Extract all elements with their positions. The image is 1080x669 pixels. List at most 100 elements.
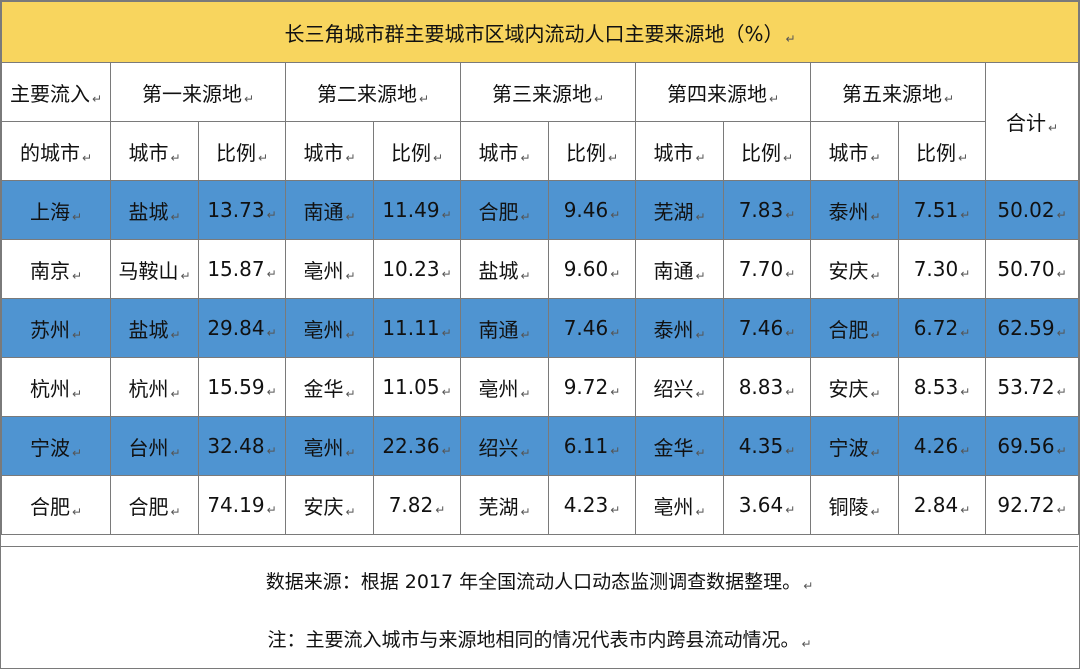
source-ratio-cell: 4.35 ↵	[723, 416, 811, 476]
source-ratio-cell-text: 9.72	[563, 375, 609, 399]
paragraph-mark-icon: ↵	[266, 385, 277, 399]
paragraph-mark-icon: ↵	[870, 445, 881, 460]
dest-city-cell-text: 上海	[29, 199, 70, 224]
total-cell-text: 50.70	[997, 257, 1055, 281]
source-ratio-cell-text: 7.83	[738, 198, 784, 222]
paragraph-mark-icon: ↵	[610, 208, 621, 222]
source-ratio-cell: 7.70 ↵	[723, 239, 811, 299]
paragraph-mark-icon: ↵	[520, 209, 531, 224]
total-cell-text: 62.59	[997, 316, 1055, 340]
source-city-cell: 合肥 ↵	[810, 298, 899, 358]
paragraph-mark-icon: ↵	[782, 150, 794, 165]
subheader-ratio-text: 比例	[740, 140, 781, 165]
header-group-1-text: 第一来源地	[141, 81, 242, 106]
source-ratio-cell: 32.48 ↵	[198, 416, 286, 476]
subheader-city-text: 城市	[828, 140, 869, 165]
paragraph-mark-icon: ↵	[441, 326, 452, 340]
paragraph-mark-icon: ↵	[785, 444, 796, 458]
source-city-cell: 南通 ↵	[635, 239, 724, 299]
subheader-ratio-text: 比例	[565, 140, 606, 165]
source-city-cell-text: 南通	[478, 317, 519, 342]
subheader-ratio: 比例 ↵	[373, 121, 461, 181]
paragraph-mark-icon: ↵	[170, 150, 181, 165]
source-ratio-cell-text: 11.05	[382, 375, 440, 399]
source-ratio-cell-text: 11.49	[382, 198, 440, 222]
source-ratio-cell: 29.84 ↵	[198, 298, 286, 358]
source-city-cell: 盐城 ↵	[460, 239, 549, 299]
header-dest-line1-text: 主要流入	[9, 81, 90, 106]
source-city-cell-text: 绍兴	[478, 435, 519, 460]
source-city-cell: 盐城 ↵	[110, 298, 199, 358]
paragraph-mark-icon: ↵	[1047, 121, 1059, 135]
paragraph-mark-icon: ↵	[345, 268, 356, 283]
paragraph-mark-icon: ↵	[957, 150, 969, 165]
paragraph-mark-icon: ↵	[432, 150, 444, 165]
header-dest-line1: 主要流入 ↵	[1, 62, 111, 122]
source-city-cell: 泰州 ↵	[810, 180, 899, 240]
subheader-ratio: 比例 ↵	[898, 121, 986, 181]
table-row: 宁波 ↵ 台州 ↵ 32.48 ↵ 亳州 ↵ 22.36 ↵ 绍兴 ↵ 6.11 ↵ 金华 ↵ 4.35 ↵ 宁波 ↵…	[1, 416, 1080, 476]
source-city-cell: 亳州 ↵	[285, 298, 374, 358]
header-group-5-text: 第五来源地	[841, 81, 942, 106]
paragraph-mark-icon: ↵	[785, 326, 796, 340]
source-ratio-cell: 10.23 ↵	[373, 239, 461, 299]
paragraph-mark-icon: ↵	[960, 326, 971, 340]
source-ratio-cell: 6.11 ↵	[548, 416, 636, 476]
total-cell-text: 69.56	[997, 434, 1055, 458]
source-city-cell-text: 绍兴	[653, 376, 694, 401]
source-ratio-cell-text: 7.46	[738, 316, 784, 340]
source-ratio-cell-text: 74.19	[207, 493, 265, 517]
source-ratio-cell: 13.73 ↵	[198, 180, 286, 240]
paragraph-mark-icon: ↵	[71, 268, 83, 283]
paragraph-mark-icon: ↵	[91, 91, 103, 106]
source-city-cell: 铜陵 ↵	[810, 475, 899, 535]
paragraph-mark-icon: ↵	[610, 385, 621, 399]
paragraph-mark-icon: ↵	[345, 327, 356, 342]
paragraph-mark-icon: ↵	[870, 209, 881, 224]
table-title: 长三角城市群主要城市区域内流动人口主要来源地（%） ↵	[0, 1, 1080, 63]
total-cell: 50.02 ↵	[984, 180, 1080, 240]
paragraph-mark-icon: ↵	[801, 637, 812, 651]
source-ratio-cell: 7.46 ↵	[723, 298, 811, 358]
dest-city-cell-text: 苏州	[29, 317, 70, 342]
total-cell: 50.70 ↵	[984, 239, 1080, 299]
subheader-ratio: 比例 ↵	[198, 121, 286, 181]
paragraph-mark-icon: ↵	[520, 150, 531, 165]
source-ratio-cell-text: 11.11	[382, 316, 440, 340]
subheader-city: 城市 ↵	[460, 121, 549, 181]
source-ratio-cell-text: 7.46	[563, 316, 609, 340]
source-ratio-cell: 22.36 ↵	[373, 416, 461, 476]
subheader-ratio-text: 比例	[215, 140, 256, 165]
source-city-cell-text: 合肥	[478, 199, 519, 224]
paragraph-mark-icon: ↵	[610, 326, 621, 340]
total-cell-text: 53.72	[997, 375, 1055, 399]
remark-text: 注：主要流入城市与来源地相同的情况代表市内跨县流动情况。	[267, 629, 800, 651]
total-cell: 62.59 ↵	[984, 298, 1080, 358]
paragraph-mark-icon: ↵	[1056, 385, 1067, 399]
header-group-3-text: 第三来源地	[491, 81, 592, 106]
header-total-text: 合计	[1005, 111, 1046, 135]
source-city-cell-text: 亳州	[303, 258, 344, 283]
paragraph-mark-icon: ↵	[960, 267, 971, 281]
paragraph-mark-icon: ↵	[785, 31, 796, 46]
source-city-cell-text: 台州	[128, 435, 169, 460]
source-ratio-cell-text: 6.72	[913, 316, 959, 340]
source-ratio-cell-text: 10.23	[382, 257, 440, 281]
source-city-cell-text: 盐城	[478, 258, 519, 283]
subheader-city-text: 城市	[303, 140, 344, 165]
dest-city-cell-text: 南京	[29, 258, 70, 283]
paragraph-mark-icon: ↵	[803, 579, 814, 593]
source-ratio-cell: 11.11 ↵	[373, 298, 461, 358]
paragraph-mark-icon: ↵	[695, 504, 706, 519]
total-cell: 69.56 ↵	[984, 416, 1080, 476]
source-ratio-cell: 8.53 ↵	[898, 357, 986, 417]
source-city-cell-text: 南通	[303, 199, 344, 224]
paragraph-mark-icon: ↵	[170, 209, 181, 224]
source-city-cell-text: 安庆	[828, 258, 869, 283]
source-ratio-cell: 2.84 ↵	[898, 475, 986, 535]
source-city-cell: 芜湖 ↵	[460, 475, 549, 535]
total-cell-text: 50.02	[997, 198, 1055, 222]
source-ratio-cell: 8.83 ↵	[723, 357, 811, 417]
paragraph-mark-icon: ↵	[266, 267, 277, 281]
subheader-city: 城市 ↵	[635, 121, 724, 181]
